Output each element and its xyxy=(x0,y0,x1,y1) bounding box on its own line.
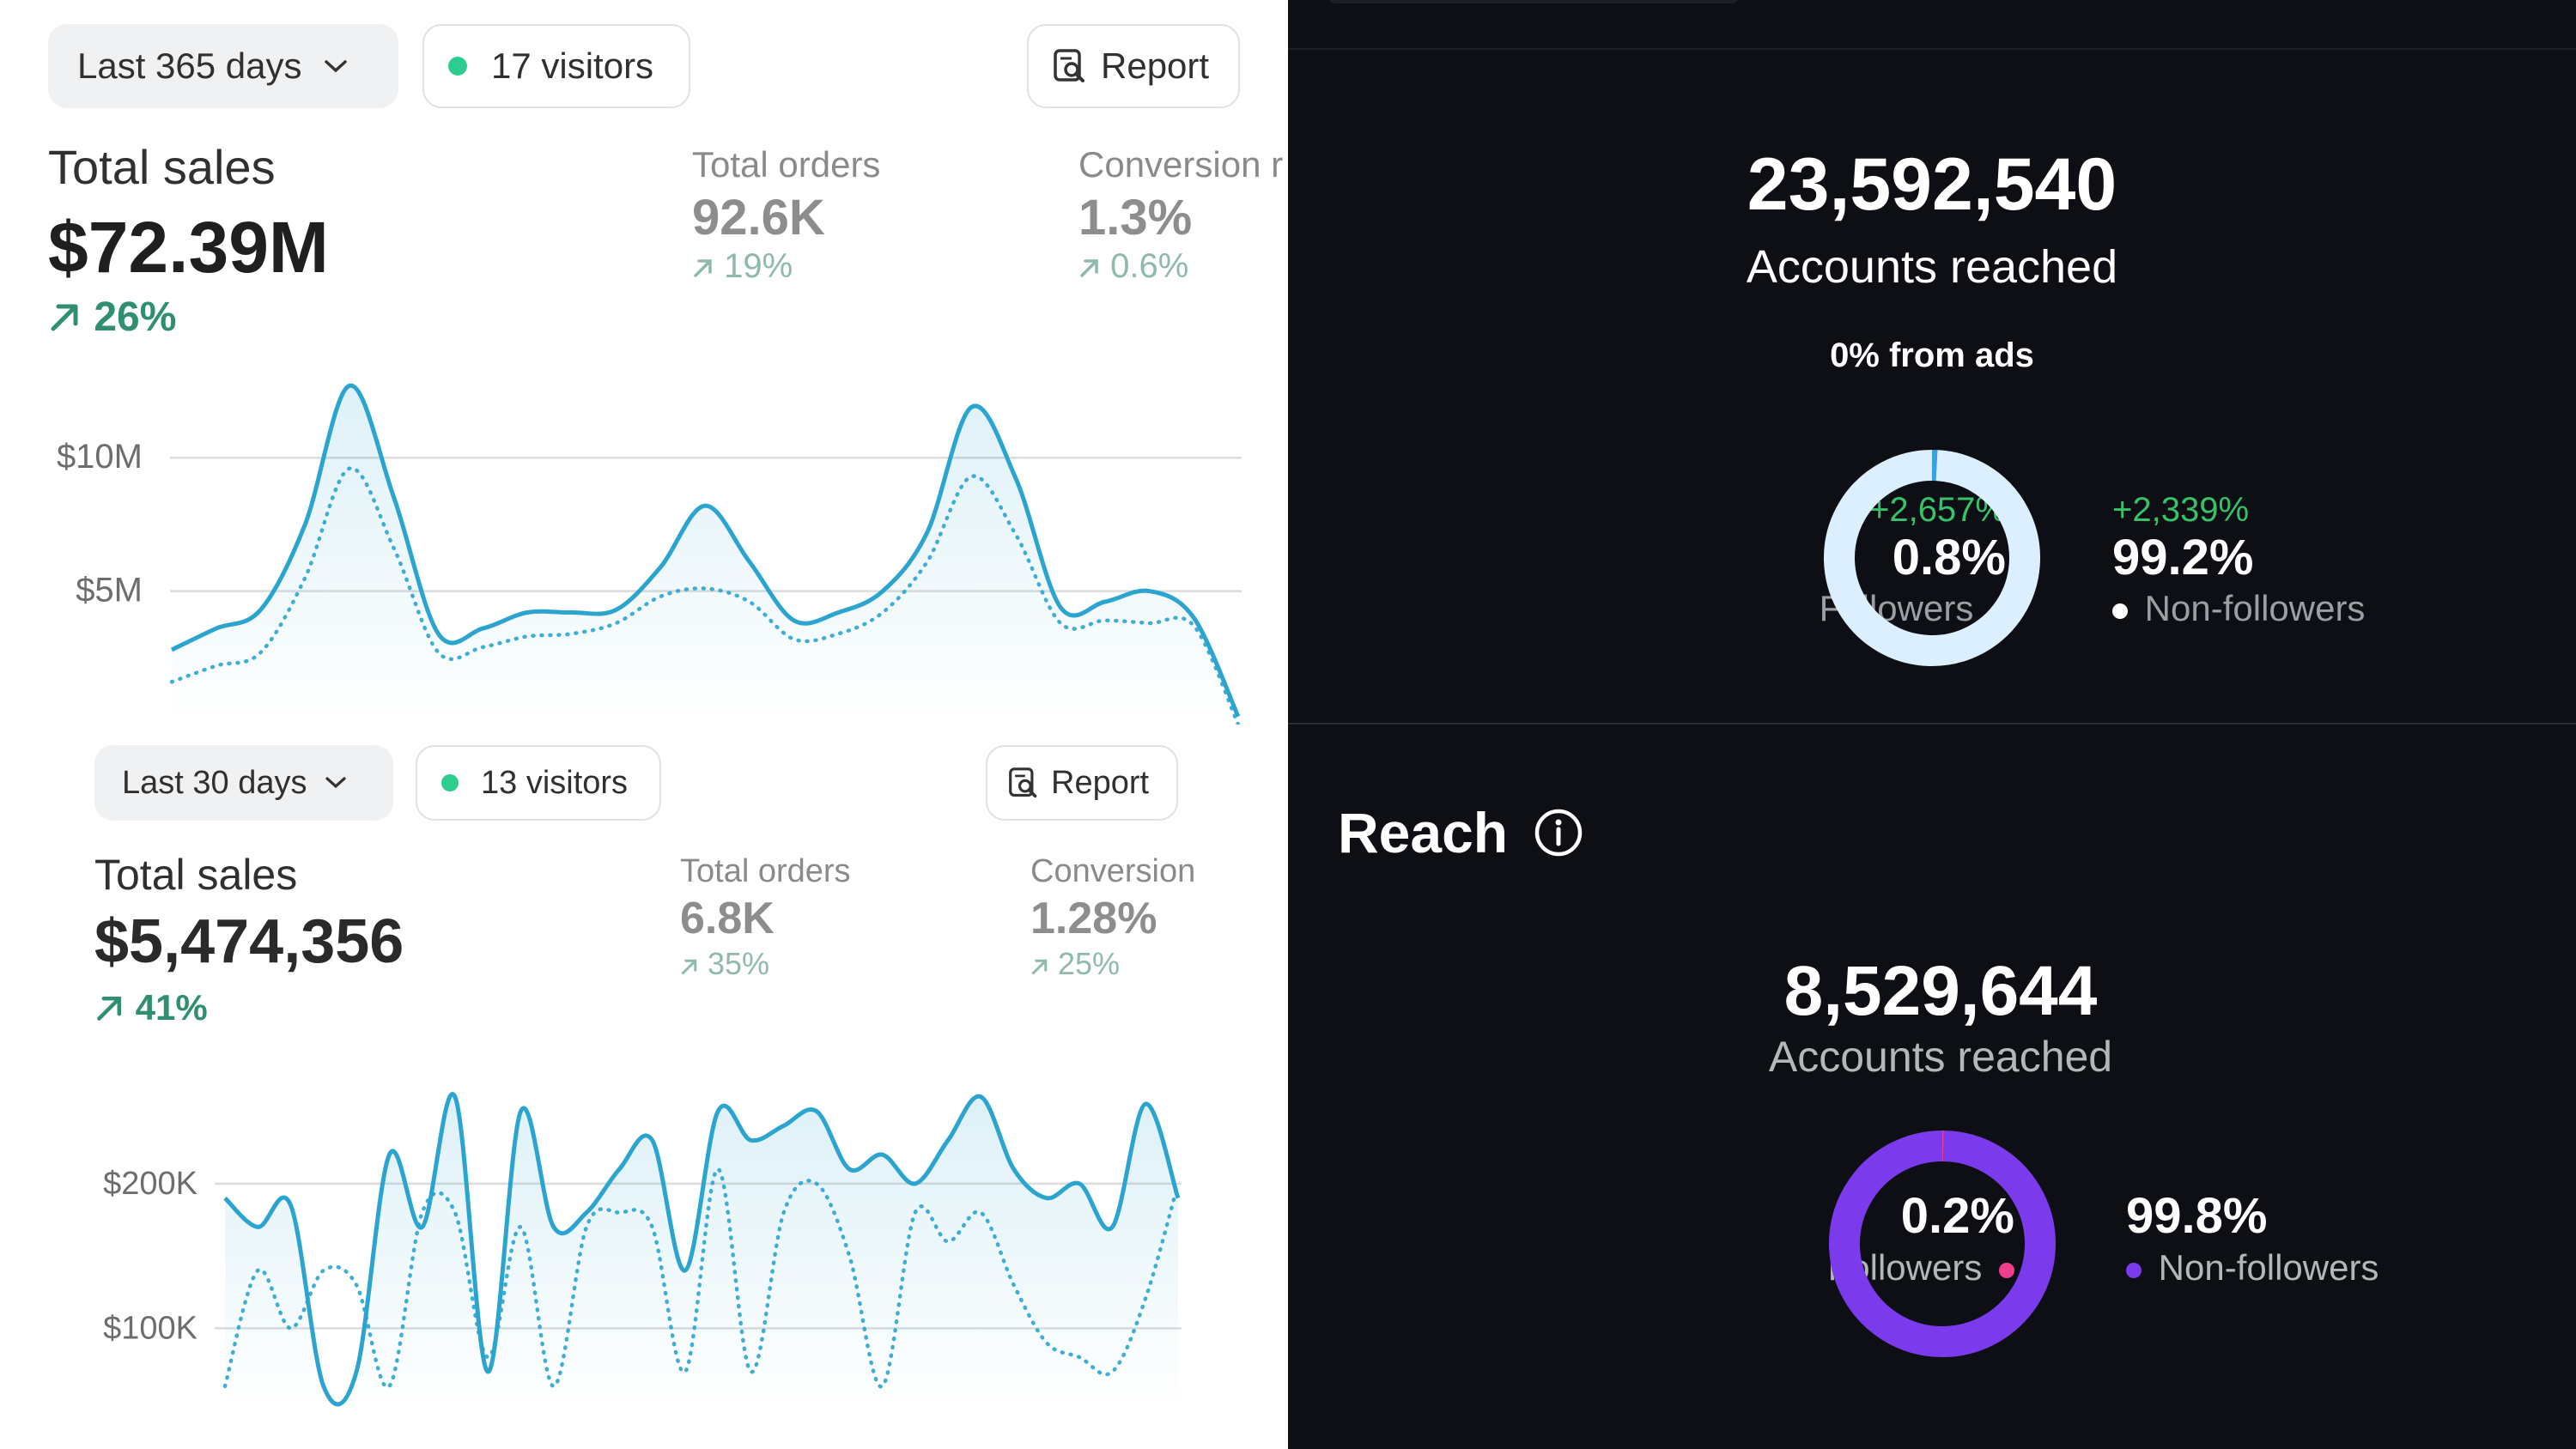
conversion-change: 25% xyxy=(1030,946,1120,982)
total-sales-change-value: 26% xyxy=(94,294,177,340)
y-tick-label: $200K xyxy=(103,1166,197,1202)
orders-change: 19% xyxy=(692,247,793,286)
y-tick-label: $100K xyxy=(103,1310,197,1346)
conversion-value: 1.28% xyxy=(1030,894,1157,943)
chevron-down-icon xyxy=(325,777,347,789)
accounts-reached-label: Accounts reached xyxy=(1768,1033,2113,1081)
visitors-label: 13 visitors xyxy=(481,764,629,801)
report-button[interactable]: Report xyxy=(986,745,1178,821)
report-label: Report xyxy=(1051,764,1150,801)
info-icon[interactable] xyxy=(1534,808,1583,858)
y-tick-label: $10M xyxy=(57,438,143,476)
date-range-label: Last 365 days xyxy=(77,45,302,86)
orders-label: Total orders xyxy=(680,853,851,889)
panel-reach: Reach 8,529,644 Accounts reached 0.2% Fo… xyxy=(1288,724,2576,1449)
report-search-icon xyxy=(1009,767,1037,798)
orders-change-value: 35% xyxy=(708,946,770,981)
live-dot-icon xyxy=(441,774,459,791)
sales-chart-365: $10M $5M xyxy=(57,383,1242,724)
total-sales-change: 26% xyxy=(48,294,176,341)
reach-title: Reach xyxy=(1338,800,1583,865)
x-tick-label: Aug 6 xyxy=(177,1445,262,1449)
conversion-value: 1.3% xyxy=(1078,190,1193,246)
header-tab-edge xyxy=(1327,0,1740,3)
conversion-change-value: 0.6% xyxy=(1110,247,1189,285)
total-sales-change: 41% xyxy=(94,987,208,1028)
non-followers-dot-icon xyxy=(2126,1263,2142,1278)
date-range-dropdown[interactable]: Last 30 days xyxy=(94,745,393,821)
arrow-up-right-icon xyxy=(97,996,122,1021)
followers-donut-chart xyxy=(1824,450,2040,666)
y-tick-label: $5M xyxy=(76,572,143,609)
header-divider xyxy=(1288,48,2576,50)
x-tick-label: Aug 16 xyxy=(498,1445,601,1449)
accounts-reached-label: Accounts reached xyxy=(1746,241,2118,293)
conversion-change: 0.6% xyxy=(1078,247,1188,286)
total-sales-label: Total sales xyxy=(94,851,298,899)
donut-slice-non-followers xyxy=(1824,450,2040,666)
arrow-up-right-icon xyxy=(1031,959,1048,975)
visitors-label: 17 visitors xyxy=(491,45,654,86)
non-followers-label: Non-followers xyxy=(2158,1247,2379,1288)
followers-percent: 0.2% xyxy=(1900,1188,2014,1244)
non-followers-stats: 99.8% Non-followers xyxy=(2126,1188,2555,1291)
panel-sales-365: Last 365 days 17 visitors Report Total s… xyxy=(0,0,1288,724)
accounts-reached-total: 8,529,644 xyxy=(1783,952,2098,1030)
conversion-label: Conversion r xyxy=(1078,144,1284,185)
series-line-current-period xyxy=(170,383,1241,718)
orders-value: 92.6K xyxy=(692,190,825,246)
accounts-reached-total: 23,592,540 xyxy=(1747,143,2117,226)
ads-share-label: 0% from ads xyxy=(1830,336,2034,374)
conversion-change-value: 25% xyxy=(1058,946,1121,981)
panel-divider xyxy=(1288,723,2576,724)
report-label: Report xyxy=(1101,45,1210,86)
orders-change-value: 19% xyxy=(724,247,793,285)
arrow-up-right-icon xyxy=(1080,259,1098,277)
panel-accounts-reached: 23,592,540 Accounts reached 0% from ads … xyxy=(1288,0,2576,723)
sales-chart-30: $200K$100K$0Aug 6Aug 16Aug 26 xyxy=(103,1092,1182,1449)
date-range-label: Last 30 days xyxy=(122,764,307,801)
visitors-badge[interactable]: 13 visitors xyxy=(416,745,661,821)
chevron-down-icon xyxy=(324,60,347,73)
total-sales-value: $5,474,356 xyxy=(94,907,404,976)
total-sales-change-value: 41% xyxy=(135,987,208,1028)
non-followers-stats: +2,339% 99.2% Non-followers xyxy=(2112,489,2559,632)
arrow-up-right-icon xyxy=(681,959,697,975)
followers-dot-icon xyxy=(1999,1263,2014,1278)
non-followers-dot-icon xyxy=(2112,603,2128,619)
orders-value: 6.8K xyxy=(680,894,775,943)
total-sales-label: Total sales xyxy=(48,140,276,194)
series-line-current-period xyxy=(223,1092,1181,1407)
conversion-label: Conversion xyxy=(1030,853,1196,889)
followers-percent: 0.8% xyxy=(1892,530,2006,585)
arrow-up-right-icon xyxy=(694,259,712,277)
non-followers-percent: 99.8% xyxy=(2126,1188,2268,1244)
panel-sales-30: Last 30 days 13 visitors Report Total sa… xyxy=(0,724,1288,1449)
total-sales-value: $72.39M xyxy=(48,207,329,288)
area-fill xyxy=(225,1094,1178,1411)
series-line-previous-period xyxy=(222,1167,1181,1390)
area-fill xyxy=(172,385,1238,724)
orders-label: Total orders xyxy=(692,144,881,185)
reach-donut-chart xyxy=(1829,1131,2056,1357)
orders-change: 35% xyxy=(680,946,769,982)
visitors-badge[interactable]: 17 visitors xyxy=(422,24,690,108)
non-followers-label: Non-followers xyxy=(2144,588,2366,628)
series-line-previous-period xyxy=(169,466,1241,724)
non-followers-change: +2,339% xyxy=(2112,491,2250,529)
non-followers-percent: 99.2% xyxy=(2112,530,2254,585)
report-button[interactable]: Report xyxy=(1027,24,1240,108)
date-range-dropdown[interactable]: Last 365 days xyxy=(48,24,398,108)
x-tick-label: Aug 26 xyxy=(821,1445,924,1449)
arrow-up-right-icon xyxy=(51,304,78,331)
live-dot-icon xyxy=(448,57,467,76)
donut-slice-non-followers xyxy=(1829,1131,2056,1357)
report-search-icon xyxy=(1054,49,1084,82)
reach-title-text: Reach xyxy=(1338,801,1509,864)
